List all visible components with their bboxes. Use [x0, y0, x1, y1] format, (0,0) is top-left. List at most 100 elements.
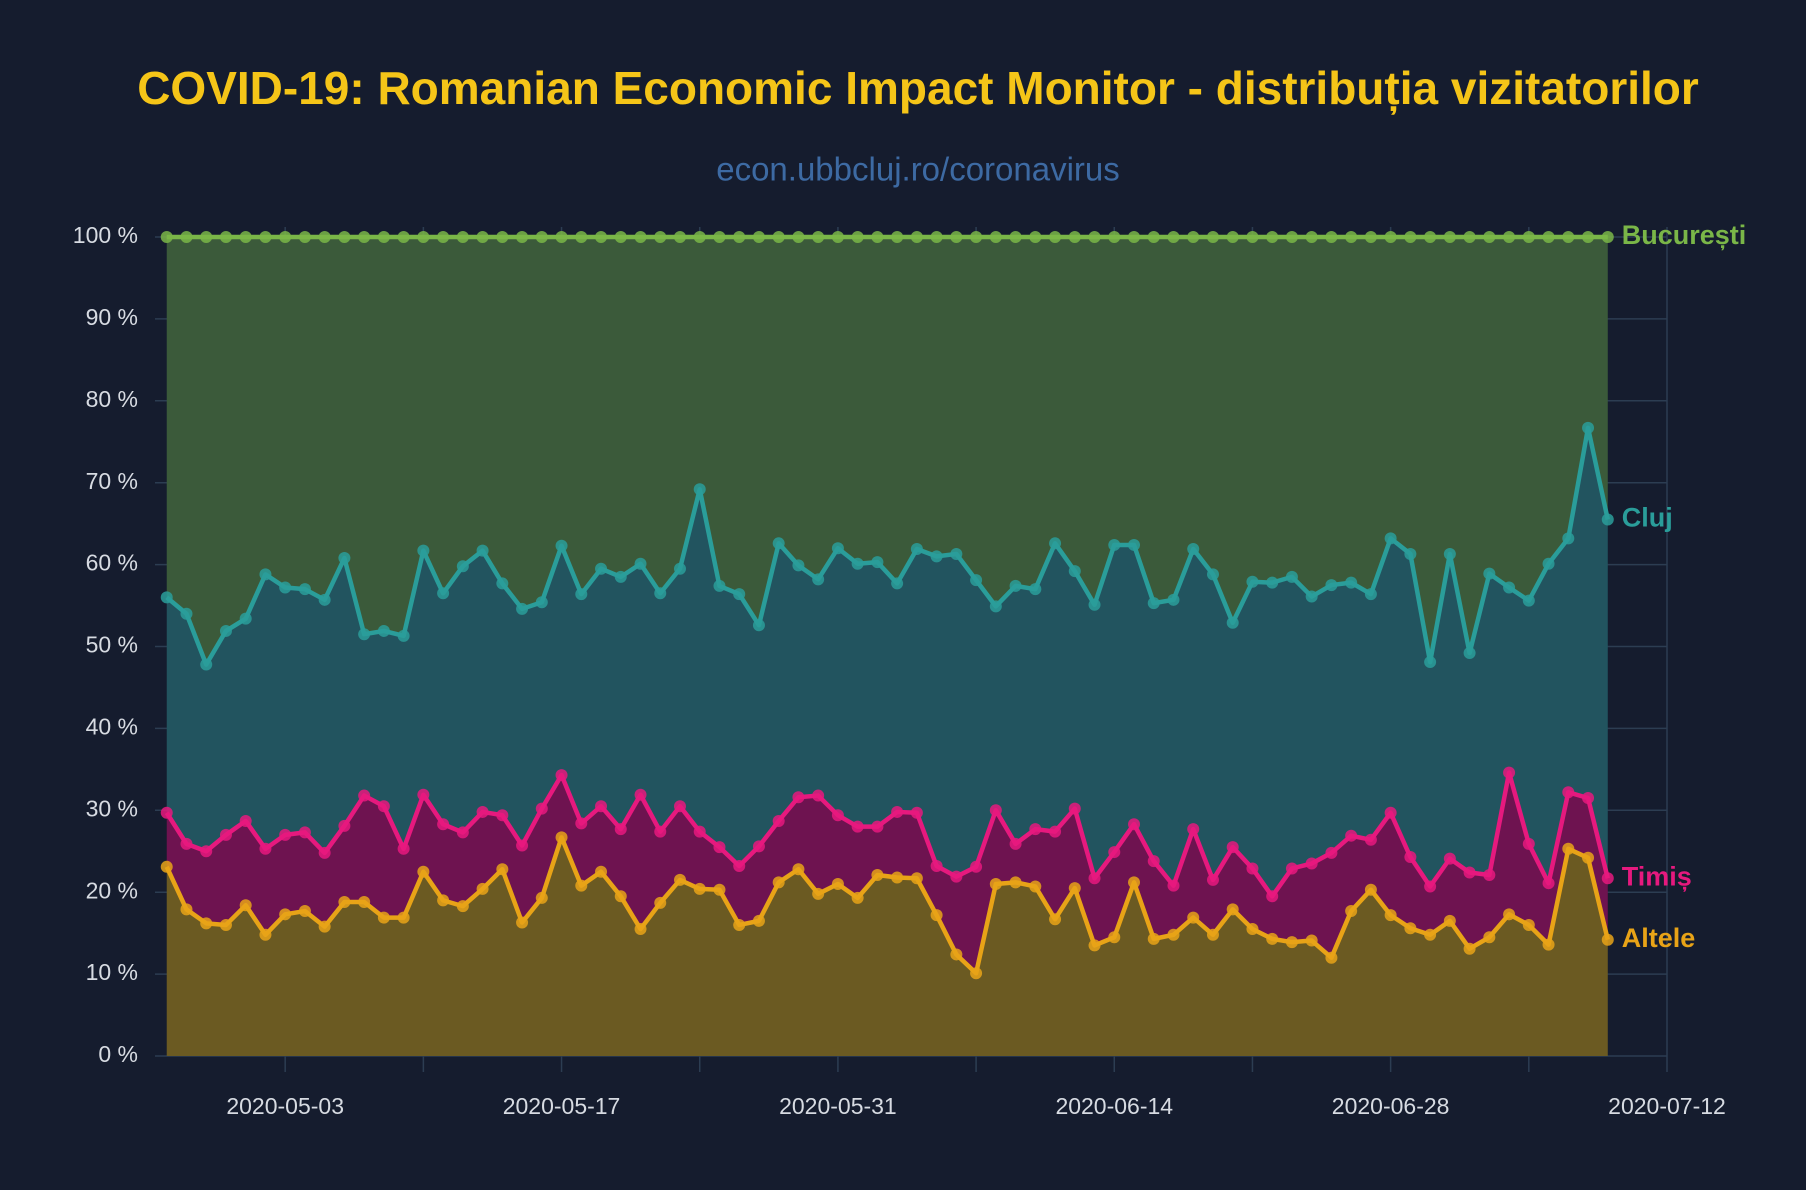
point — [1542, 877, 1555, 890]
point — [555, 231, 568, 243]
point — [693, 483, 706, 496]
point — [1325, 579, 1338, 592]
point — [1424, 231, 1437, 243]
point — [1582, 792, 1595, 805]
point — [1345, 905, 1358, 918]
point — [970, 231, 983, 243]
y-tick-label: 40 % — [86, 713, 138, 739]
point — [1325, 846, 1338, 859]
point — [891, 577, 904, 590]
legend-label: București — [1622, 220, 1747, 250]
point — [634, 923, 647, 936]
point — [831, 809, 844, 822]
y-tick-label: 60 % — [86, 550, 138, 576]
x-tick-label: 2020-07-12 — [1608, 1093, 1726, 1119]
point — [831, 231, 844, 243]
point — [219, 231, 232, 243]
point — [1128, 538, 1141, 551]
point — [950, 231, 963, 243]
point — [713, 579, 726, 592]
point — [1345, 829, 1358, 842]
point — [1364, 833, 1377, 846]
point — [1483, 931, 1496, 944]
point — [654, 231, 667, 243]
area — [166, 427, 1608, 897]
point — [910, 543, 923, 556]
point — [259, 231, 272, 243]
point — [239, 612, 252, 625]
point — [377, 624, 390, 637]
point — [1345, 231, 1358, 243]
point — [792, 791, 805, 804]
point — [713, 841, 726, 854]
point — [239, 231, 252, 243]
point — [1068, 802, 1081, 815]
point — [1206, 928, 1219, 941]
point — [535, 231, 548, 243]
point — [279, 908, 292, 921]
point — [1167, 231, 1180, 243]
point — [1285, 231, 1298, 243]
point — [259, 568, 272, 581]
point — [989, 804, 1002, 817]
point — [298, 826, 311, 839]
point — [950, 547, 963, 560]
point — [555, 831, 568, 844]
point — [535, 891, 548, 904]
point — [1187, 231, 1200, 243]
point — [516, 916, 529, 929]
x-tick-label: 2020-05-03 — [226, 1093, 344, 1119]
point — [1108, 231, 1121, 243]
point — [1582, 421, 1595, 434]
point — [1424, 880, 1437, 893]
point — [160, 591, 173, 604]
point — [200, 845, 213, 858]
point — [397, 911, 410, 924]
point — [1108, 846, 1121, 859]
point — [496, 863, 509, 876]
point — [1068, 231, 1081, 243]
point — [713, 883, 726, 896]
point — [930, 550, 943, 563]
point — [397, 231, 410, 243]
point — [1582, 851, 1595, 864]
point — [1483, 869, 1496, 882]
point — [1226, 231, 1239, 243]
point — [476, 544, 489, 557]
point — [654, 825, 667, 838]
point — [417, 544, 430, 557]
point — [1443, 547, 1456, 560]
point — [338, 896, 351, 909]
point — [831, 542, 844, 555]
point — [437, 587, 450, 600]
point — [575, 588, 588, 601]
point — [279, 231, 292, 243]
point — [338, 819, 351, 832]
point — [160, 231, 173, 243]
point — [1443, 231, 1456, 243]
point — [634, 231, 647, 243]
point — [239, 899, 252, 912]
point — [298, 583, 311, 596]
point — [516, 231, 529, 243]
point — [989, 878, 1002, 891]
point — [417, 865, 430, 878]
point — [970, 967, 983, 980]
point — [910, 872, 923, 885]
point — [1206, 568, 1219, 581]
point — [595, 231, 608, 243]
point — [180, 837, 193, 850]
point — [1167, 593, 1180, 606]
point — [298, 905, 311, 918]
point — [358, 628, 371, 641]
x-tick-label: 2020-06-14 — [1055, 1093, 1173, 1119]
point — [377, 911, 390, 924]
point — [614, 890, 627, 903]
point — [1364, 588, 1377, 601]
point — [733, 588, 746, 601]
point — [417, 788, 430, 801]
y-tick-label: 80 % — [86, 386, 138, 412]
point — [595, 865, 608, 878]
point — [1522, 918, 1535, 931]
point — [318, 231, 331, 243]
